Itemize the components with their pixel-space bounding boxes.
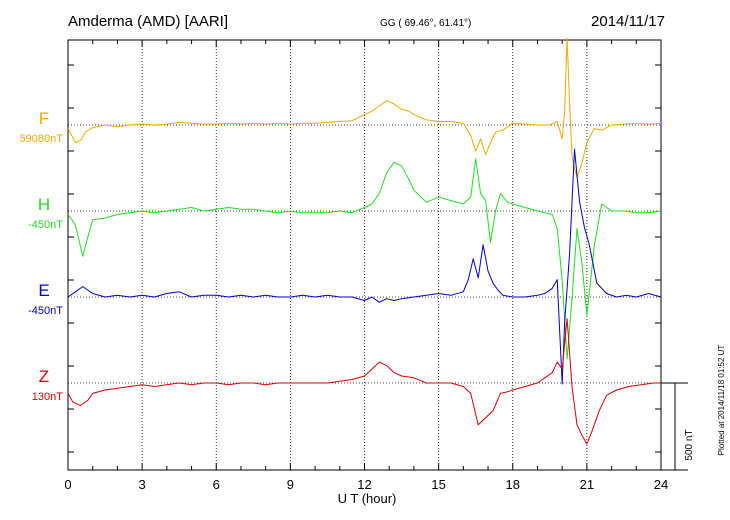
x-axis-label: U T (hour) <box>338 491 397 506</box>
x-tick-label: 0 <box>64 477 71 492</box>
series-line-f <box>67 37 662 178</box>
y-axis-ticks <box>68 64 661 453</box>
station-title: Amderma (AMD) [AARI] <box>68 13 228 30</box>
series-line-z <box>67 318 661 445</box>
series-name-z: Z <box>39 367 49 386</box>
plotted-timestamp: Plotted at 2014/11/18 01:52 UT <box>717 345 726 456</box>
coordinates-label: GG ( 69.46°, 61.41°) <box>380 18 471 29</box>
x-tick-label: 18 <box>506 477 520 492</box>
series-name-h: H <box>38 195 50 214</box>
series-name-f: F <box>39 109 49 128</box>
x-tick-label: 24 <box>654 477 668 492</box>
x-tick-label: 15 <box>431 477 445 492</box>
series-baseline-label-h: -450nT <box>28 219 63 231</box>
scale-bar: 500 nT <box>661 382 695 471</box>
x-tick-label: 12 <box>357 477 371 492</box>
x-tick-label: 3 <box>139 477 146 492</box>
series-baseline-label-e: -450nT <box>28 305 63 317</box>
series-baseline-label-z: 130nT <box>32 391 63 403</box>
plot-frame <box>67 39 662 471</box>
x-axis-ticks <box>67 40 662 470</box>
series-name-e: E <box>38 281 49 300</box>
date-label: 2014/11/17 <box>591 13 665 30</box>
series-lines <box>67 37 662 445</box>
x-tick-label: 9 <box>287 477 294 492</box>
series-labels: F 59080nT H -450nT E -450nT Z 130nT <box>20 109 64 403</box>
grid <box>141 40 588 470</box>
scale-bar-label: 500 nT <box>684 429 695 460</box>
series-baseline-label-f: 59080nT <box>20 133 64 145</box>
x-tick-label: 6 <box>213 477 220 492</box>
series-line-e <box>67 148 662 385</box>
x-tick-labels: 0 3 6 9 12 15 18 21 24 <box>64 477 668 492</box>
x-tick-label: 21 <box>580 477 594 492</box>
